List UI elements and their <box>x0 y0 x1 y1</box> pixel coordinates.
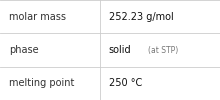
Text: phase: phase <box>9 45 38 55</box>
Text: (at STP): (at STP) <box>148 46 178 54</box>
Text: 250 °C: 250 °C <box>109 78 142 88</box>
Text: molar mass: molar mass <box>9 12 66 22</box>
Text: 252.23 g/mol: 252.23 g/mol <box>109 12 174 22</box>
Text: melting point: melting point <box>9 78 74 88</box>
Text: solid: solid <box>109 45 132 55</box>
